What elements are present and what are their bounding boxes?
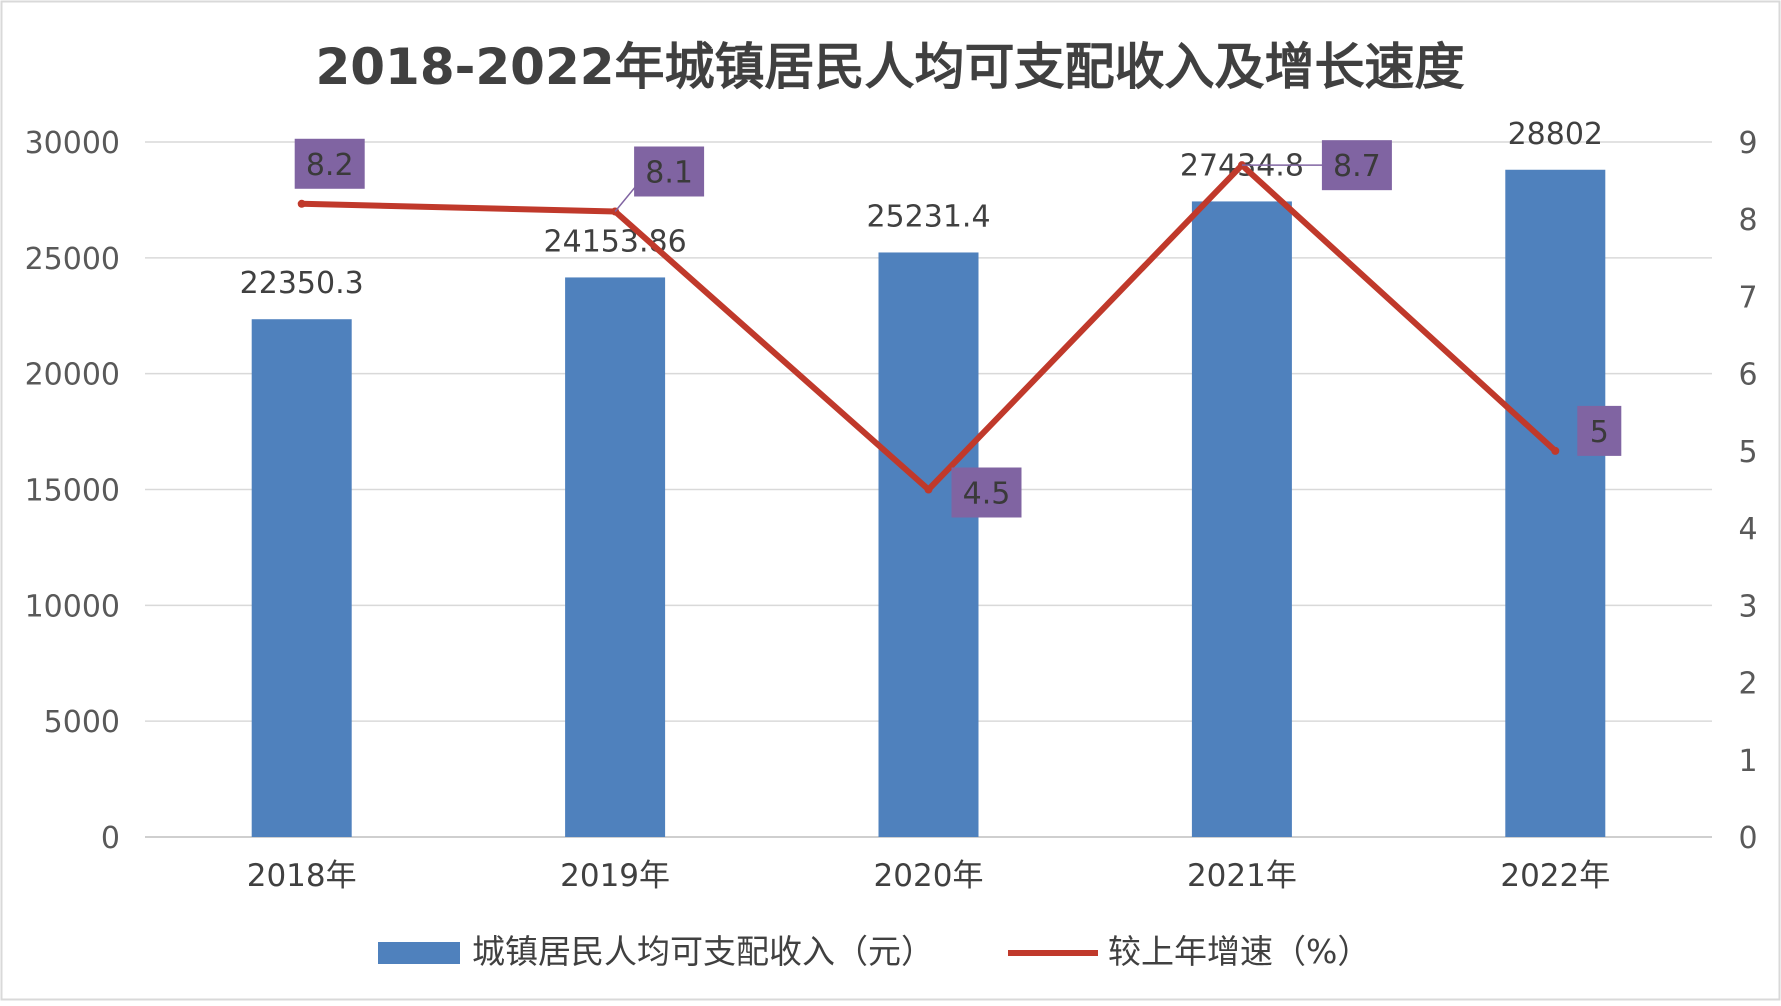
- bar-4: [1191, 201, 1292, 838]
- chart-title: 2018-2022年城镇居民人均可支配收入及增长速度: [315, 38, 1464, 96]
- left-y-tick-label: 5000: [44, 705, 120, 740]
- left-y-tick-label: 20000: [25, 358, 120, 393]
- growth-point-3: [924, 485, 933, 494]
- right-y-axis: 0 1 2 3 4 5 6 7 8 9: [1738, 126, 1757, 856]
- growth-data-label: 8.2: [306, 148, 354, 183]
- legend-label-income: 城镇居民人均可支配收入（元）: [472, 932, 934, 971]
- growth-label-box: [951, 467, 1022, 518]
- right-y-tick-label: 1: [1738, 744, 1757, 779]
- growth-label-box: [634, 146, 705, 197]
- growth-label-box: [1321, 140, 1392, 191]
- legend: 城镇居民人均可支配收入（元） 较上年增速（%）: [378, 932, 1370, 971]
- left-y-tick-label: 0: [101, 821, 120, 856]
- growth-data-label: 8.7: [1333, 149, 1381, 184]
- bar-series: [251, 169, 1606, 838]
- legend-swatch-income: [378, 942, 460, 964]
- left-y-tick-label: 10000: [25, 589, 120, 624]
- x-tick-label: 2018年: [247, 858, 357, 894]
- right-y-tick-label: 3: [1738, 589, 1757, 624]
- left-y-tick-label: 15000: [25, 474, 120, 509]
- x-tick-label: 2022年: [1500, 858, 1610, 894]
- x-tick-label: 2019年: [560, 858, 670, 894]
- right-y-tick-label: 6: [1738, 358, 1757, 393]
- x-tick-label: 2020年: [874, 858, 984, 894]
- right-y-tick-label: 8: [1738, 203, 1757, 238]
- growth-data-label: 8.1: [645, 156, 693, 191]
- x-axis: 2018年 2019年 2020年 2021年 2022年: [247, 858, 1611, 894]
- growth-label-box: [294, 138, 365, 189]
- left-y-tick-label: 30000: [25, 126, 120, 161]
- bar-1: [251, 319, 352, 838]
- bar-data-label: 25231.4: [866, 199, 990, 234]
- bar-data-label: 22350.3: [240, 266, 364, 301]
- bar-data-label: 28802: [1508, 117, 1603, 152]
- left-y-tick-label: 25000: [25, 242, 120, 277]
- growth-label-box: [1577, 405, 1622, 456]
- right-y-tick-label: 2: [1738, 667, 1757, 702]
- left-y-axis: 0 5000 10000 15000 20000 25000 30000: [25, 126, 120, 856]
- x-tick-label: 2021年: [1187, 858, 1297, 894]
- growth-point-1: [297, 199, 306, 208]
- right-y-tick-label: 5: [1738, 435, 1757, 470]
- legend-label-growth: 较上年增速（%）: [1108, 932, 1370, 971]
- growth-point-5: [1551, 446, 1560, 455]
- growth-data-label: 4.5: [963, 477, 1011, 512]
- bar-3: [878, 252, 979, 838]
- growth-data-label: 5: [1590, 415, 1609, 450]
- right-y-tick-label: 4: [1738, 512, 1757, 547]
- bar-5: [1505, 169, 1606, 837]
- right-y-tick-label: 0: [1738, 821, 1757, 856]
- bar-2: [565, 277, 666, 838]
- right-y-tick-label: 7: [1738, 280, 1757, 315]
- right-y-tick-label: 9: [1738, 126, 1757, 161]
- line-data-labels: 8.2 8.1 4.5 8.7 5: [294, 138, 1622, 518]
